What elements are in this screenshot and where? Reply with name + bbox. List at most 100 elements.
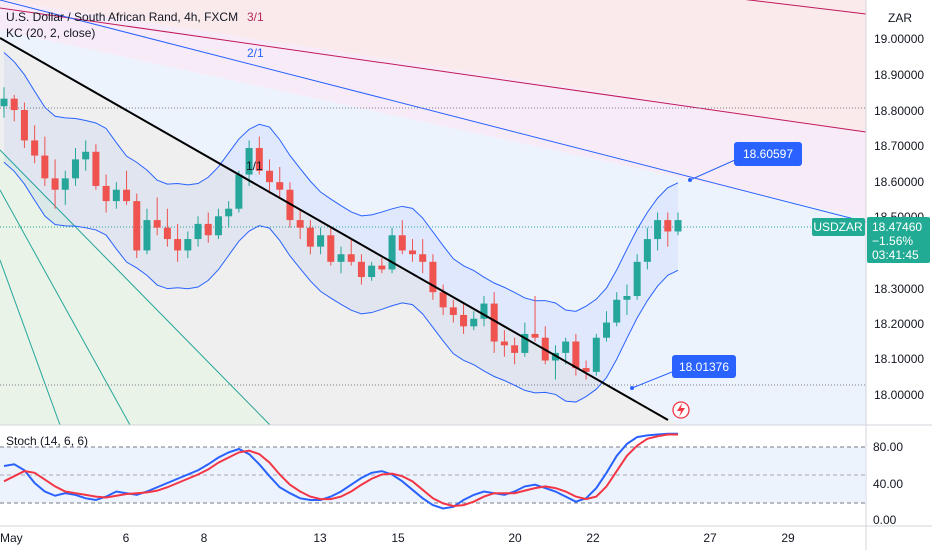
candle-body[interactable] <box>623 295 631 300</box>
candle-body[interactable] <box>378 265 386 270</box>
candle-body[interactable] <box>174 239 182 251</box>
kc-lower <box>3 161 679 403</box>
time-tick: 29 <box>781 531 795 545</box>
candle-body[interactable] <box>92 151 100 186</box>
lightning-icon[interactable] <box>672 401 690 419</box>
price-tick: 18.90000 <box>874 68 924 82</box>
candle-body[interactable] <box>603 322 611 338</box>
candle-body[interactable] <box>71 159 79 179</box>
price-tick: 18.00000 <box>874 388 924 402</box>
candle-body[interactable] <box>184 239 192 251</box>
stoch-series <box>3 432 678 510</box>
chart-title[interactable]: U.S. Dollar / South African Rand, 4h, FX… <box>6 10 239 24</box>
candle-body[interactable] <box>163 227 171 240</box>
price-axis-ticks: 19.00000 18.90000 18.80000 18.70000 18.6… <box>874 32 924 402</box>
candle-body[interactable] <box>439 292 447 308</box>
fib-label-1-1: 1/1 <box>246 159 263 173</box>
candle-body[interactable] <box>51 178 59 190</box>
price-badge-change: −1.56% <box>872 234 913 248</box>
candle-body[interactable] <box>357 261 365 278</box>
candle-body[interactable] <box>490 303 498 342</box>
candle-body[interactable] <box>633 261 641 296</box>
candle-body[interactable] <box>112 189 120 202</box>
candle-body[interactable] <box>419 254 427 262</box>
price-tick: 18.20000 <box>874 317 924 331</box>
candle-body[interactable] <box>500 341 508 346</box>
kc-indicator-label[interactable]: KC (20, 2, close) <box>6 26 96 40</box>
candle-body[interactable] <box>153 220 161 228</box>
kc-fill <box>4 52 678 403</box>
candle-body[interactable] <box>276 182 284 190</box>
candle-body[interactable] <box>255 147 263 171</box>
price-tick: 18.70000 <box>874 139 924 153</box>
candle-body[interactable] <box>521 333 529 353</box>
candle-body[interactable] <box>582 368 590 372</box>
candle-body[interactable] <box>306 227 314 247</box>
candle-body[interactable] <box>20 110 28 141</box>
candle-body[interactable] <box>10 98 18 111</box>
candle-body[interactable] <box>398 235 406 251</box>
candle-body[interactable] <box>460 314 468 327</box>
candle-body[interactable] <box>674 220 682 232</box>
candle-body[interactable] <box>470 318 478 327</box>
callout-text-2: 18.01376 <box>679 360 729 374</box>
candle-body[interactable] <box>317 235 325 247</box>
price-tick: 18.30000 <box>874 282 924 296</box>
candle-body[interactable] <box>133 201 141 251</box>
candle-body[interactable] <box>613 299 621 323</box>
candle-body[interactable] <box>102 185 110 202</box>
candle-body[interactable] <box>664 220 672 232</box>
fan-line-blue <box>0 0 867 223</box>
callout-leader-2 <box>631 371 673 389</box>
candle-body[interactable] <box>572 341 580 369</box>
stoch-d-line <box>3 433 678 507</box>
trendline[interactable] <box>0 37 669 421</box>
candle-body[interactable] <box>643 239 651 262</box>
callout-anchor-2 <box>630 386 634 390</box>
time-tick: 6 <box>123 531 130 545</box>
candle-body[interactable] <box>429 261 437 293</box>
fib-label-3-1: 3/1 <box>247 10 264 24</box>
candle-body[interactable] <box>143 220 151 251</box>
candle-body[interactable] <box>449 307 457 315</box>
candle-body[interactable] <box>225 208 233 217</box>
callout-box-1[interactable] <box>734 142 802 166</box>
candle-body[interactable] <box>194 223 202 240</box>
candle-body[interactable] <box>480 303 488 319</box>
candle-body[interactable] <box>266 170 274 183</box>
candle-body[interactable] <box>82 151 90 160</box>
candle-body[interactable] <box>296 220 304 228</box>
fan-zone-pink <box>0 0 866 218</box>
candle-body[interactable] <box>347 254 355 262</box>
candle-body[interactable] <box>531 333 539 338</box>
time-tick: 20 <box>508 531 522 545</box>
fib-fan-lines <box>0 0 867 426</box>
candle-body[interactable] <box>235 174 243 209</box>
candle-body[interactable] <box>41 155 49 179</box>
stoch-tick: 40.00 <box>873 477 903 491</box>
candle-body[interactable] <box>562 341 570 353</box>
candle-body[interactable] <box>31 140 39 156</box>
price-badge <box>867 217 930 263</box>
candle-body[interactable] <box>368 265 376 278</box>
current-price-badge[interactable]: USDZAR 18.47460 −1.56% 03:41:45 <box>812 217 930 263</box>
candle-body[interactable] <box>61 178 69 190</box>
fan-line-2-1 <box>0 7 867 133</box>
candle-body[interactable] <box>123 189 131 202</box>
candle-body[interactable] <box>204 223 212 236</box>
candle-body[interactable] <box>408 250 416 255</box>
price-tick: 18.80000 <box>874 104 924 118</box>
candle-body[interactable] <box>327 235 335 262</box>
callout-box-2[interactable] <box>672 355 736 378</box>
candle-body[interactable] <box>654 220 662 240</box>
candle-body[interactable] <box>214 216 222 236</box>
candle-body[interactable] <box>388 235 396 270</box>
stoch-indicator-label[interactable]: Stoch (14, 6, 6) <box>6 434 89 448</box>
candle-body[interactable] <box>0 98 8 107</box>
time-tick: 8 <box>201 531 208 545</box>
candle-body[interactable] <box>245 147 253 175</box>
stoch-axis-ticks: 80.00 40.00 0.00 <box>873 440 903 527</box>
candle-body[interactable] <box>511 345 519 353</box>
candle-body[interactable] <box>592 337 600 372</box>
candle-body[interactable] <box>337 254 345 262</box>
